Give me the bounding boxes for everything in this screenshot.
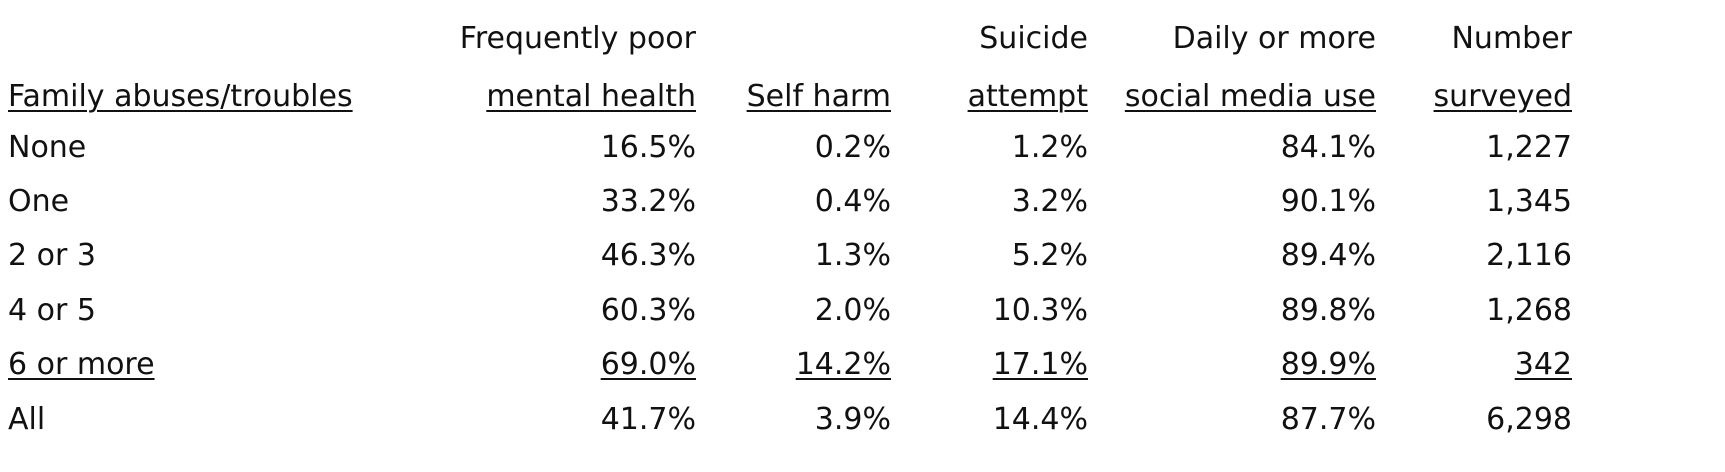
cell-mental-health: 33.2% (600, 184, 696, 220)
cell-self-harm: 0.4% (814, 184, 891, 220)
cell-mental-health: 69.0% (600, 347, 696, 383)
header-mental-health-line1: Frequently poor (459, 21, 696, 56)
row-label: None (8, 129, 87, 165)
table-row-6-or-more: 6 or more 69.0% 14.2% 17.1% 89.9% 342 (8, 338, 1572, 392)
row-label: One (8, 184, 70, 220)
cell-social-media: 89.4% (1280, 238, 1376, 274)
cell-number-surveyed: 1,345 (1486, 184, 1572, 220)
row-label: All (8, 401, 46, 437)
header-self-harm-line1 (696, 6, 891, 56)
cell-suicide-attempt: 1.2% (1011, 129, 1088, 165)
table-row-2-or-3: 2 or 3 46.3% 1.3% 5.2% 89.4% 2,116 (8, 229, 1572, 283)
cell-suicide-attempt: 10.3% (992, 292, 1088, 328)
cell-mental-health: 60.3% (600, 292, 696, 328)
header-social-media-line1: Daily or more (1172, 21, 1376, 56)
cell-mental-health: 16.5% (600, 129, 696, 165)
table-row-none: None 16.5% 0.2% 1.2% 84.1% 1,227 (8, 120, 1572, 174)
cell-number-surveyed: 2,116 (1486, 238, 1572, 274)
cell-mental-health: 46.3% (600, 238, 696, 274)
cell-mental-health: 41.7% (600, 401, 696, 437)
row-label: 6 or more (8, 347, 155, 383)
header-number-surveyed: surveyed (1433, 79, 1572, 114)
cell-number-surveyed: 6,298 (1486, 401, 1572, 437)
cell-suicide-attempt: 14.4% (992, 401, 1088, 437)
cell-self-harm: 0.2% (814, 129, 891, 165)
cell-social-media: 89.8% (1280, 292, 1376, 328)
header-row-bottom: Family abuses/troubles mental health Sel… (8, 56, 1572, 120)
cell-suicide-attempt: 3.2% (1011, 184, 1088, 220)
cell-social-media: 89.9% (1280, 347, 1376, 383)
header-row-top: Frequently poor Suicide Daily or more Nu… (8, 6, 1572, 56)
header-family-line1 (8, 6, 428, 56)
header-self-harm: Self harm (746, 79, 891, 114)
row-label: 2 or 3 (8, 238, 96, 274)
header-suicide-line1: Suicide (979, 21, 1088, 56)
cell-social-media: 87.7% (1280, 401, 1376, 437)
cell-suicide-attempt: 5.2% (1011, 238, 1088, 274)
cell-suicide-attempt: 17.1% (992, 347, 1088, 383)
cell-self-harm: 1.3% (814, 238, 891, 274)
cell-social-media: 90.1% (1280, 184, 1376, 220)
table-row-4-or-5: 4 or 5 60.3% 2.0% 10.3% 89.8% 1,268 (8, 283, 1572, 337)
cell-number-surveyed: 342 (1514, 347, 1572, 383)
header-family-abuses: Family abuses/troubles (8, 79, 353, 114)
cell-self-harm: 2.0% (814, 292, 891, 328)
header-mental-health: mental health (486, 79, 696, 114)
table-row-one: One 33.2% 0.4% 3.2% 90.1% 1,345 (8, 174, 1572, 228)
header-number-line1: Number (1451, 21, 1572, 56)
cell-number-surveyed: 1,227 (1486, 129, 1572, 165)
cell-self-harm: 3.9% (814, 401, 891, 437)
header-social-media-use: social media use (1124, 79, 1376, 114)
header-suicide-attempt: attempt (967, 79, 1088, 114)
table-row-all: All 41.7% 3.9% 14.4% 87.7% 6,298 (8, 392, 1572, 446)
row-label: 4 or 5 (8, 292, 96, 328)
cell-number-surveyed: 1,268 (1486, 292, 1572, 328)
cell-self-harm: 14.2% (795, 347, 891, 383)
cell-social-media: 84.1% (1280, 129, 1376, 165)
data-table: Frequently poor Suicide Daily or more Nu… (8, 6, 1572, 446)
